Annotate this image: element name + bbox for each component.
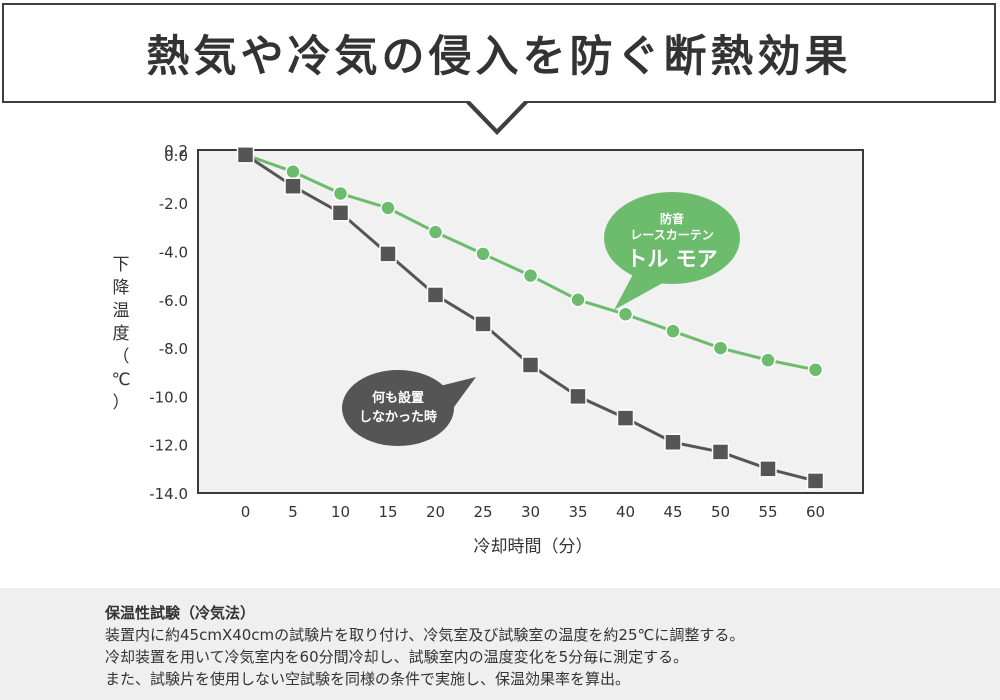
y-tick-label: -2.0: [159, 195, 188, 213]
y-tick-label: -14.0: [149, 485, 188, 503]
y-tick-label: -4.0: [159, 243, 188, 261]
test-description-line: 装置内に約45cmX40cmの試験片を取り付け、冷気室及び試験室の温度を約25℃…: [105, 626, 745, 644]
y-tick-label: -12.0: [149, 437, 188, 455]
data-point-square: [331, 204, 350, 222]
data-point-square: [711, 443, 730, 461]
test-description: 保温性試験（冷気法） 装置内に約45cmX40cmの試験片を取り付け、冷気室及び…: [0, 588, 1000, 700]
x-tick-label: 25: [473, 503, 492, 521]
data-point-circle: [807, 362, 824, 378]
data-point-square: [664, 433, 682, 452]
x-tick-label: 55: [758, 503, 777, 521]
y-tick-label: -10.0: [149, 388, 188, 406]
data-point-circle: [427, 224, 444, 240]
data-point-square: [521, 356, 540, 374]
data-point-circle: [712, 340, 729, 356]
series-label-line: レースカーテン: [630, 228, 713, 242]
x-tick-label: 5: [288, 503, 298, 521]
data-point-square: [616, 409, 635, 427]
data-point-circle: [570, 292, 586, 308]
title-banner: 熱気や冷気の侵入を防ぐ断熱効果: [2, 3, 996, 103]
data-point-square: [236, 146, 255, 164]
y-tick-label: 0.2: [164, 142, 188, 160]
x-tick-label: 60: [806, 503, 825, 521]
data-point-square: [759, 460, 777, 478]
test-description-line: 冷却装置を用いて冷気室内を60分間冷却し、試験室内の温度変化を5分毎に測定する。: [105, 648, 689, 666]
data-point-circle: [475, 246, 491, 262]
data-point-circle: [665, 323, 681, 339]
data-point-circle: [332, 185, 349, 202]
page-title: 熱気や冷気の侵入を防ぐ断熱効果: [146, 32, 852, 82]
series-label-line: しなかった時: [359, 409, 437, 425]
data-point-circle: [760, 352, 776, 368]
x-tick-label: 20: [426, 503, 445, 521]
x-tick-label: 30: [521, 503, 540, 521]
y-tick-label: 0.0: [164, 147, 188, 165]
test-method-heading: 保温性試験（冷気法）: [105, 604, 256, 622]
x-tick-label: 40: [616, 503, 635, 521]
data-point-circle: [522, 267, 539, 284]
callout-bubble-green: [604, 192, 740, 284]
callout-bubble-gray: [342, 370, 454, 446]
data-point-circle: [380, 200, 396, 216]
x-axis-label: 冷却時間（分）: [474, 537, 593, 557]
test-description-line: また、試験片を使用しない空試験を同様の条件で実施し、保温効果率を算出。: [105, 670, 631, 688]
x-tick-label: 15: [378, 503, 397, 521]
data-point-square: [426, 286, 445, 304]
x-tick-label: 45: [663, 503, 682, 521]
data-point-square: [284, 177, 302, 195]
series-label-brand: トル モア: [626, 247, 717, 271]
data-point-circle: [617, 306, 634, 323]
series-label-line: 何も設置: [372, 390, 424, 406]
y-tick-label: -8.0: [159, 340, 188, 358]
data-point-square: [474, 315, 492, 333]
data-point-square: [569, 387, 587, 406]
banner-pointer-fill: [469, 100, 525, 129]
x-tick-label: 0: [241, 503, 251, 521]
data-point-square: [379, 245, 397, 263]
data-point-circle: [285, 163, 301, 180]
x-tick-label: 10: [331, 503, 350, 521]
x-tick-label: 50: [711, 503, 730, 521]
data-point-square: [806, 472, 825, 490]
y-tick-label: -6.0: [159, 292, 188, 310]
series-label-line: 防音: [660, 211, 684, 226]
cooling-chart: 0.20.0 -2.0 -4.0 -6.0 -8.0 -10.0 -12.0 -14.0 0 5…: [111, 142, 864, 557]
y-axis-label: 下降温度（℃）: [111, 255, 130, 413]
x-tick-label: 35: [568, 503, 587, 521]
plot-area: [197, 149, 864, 494]
